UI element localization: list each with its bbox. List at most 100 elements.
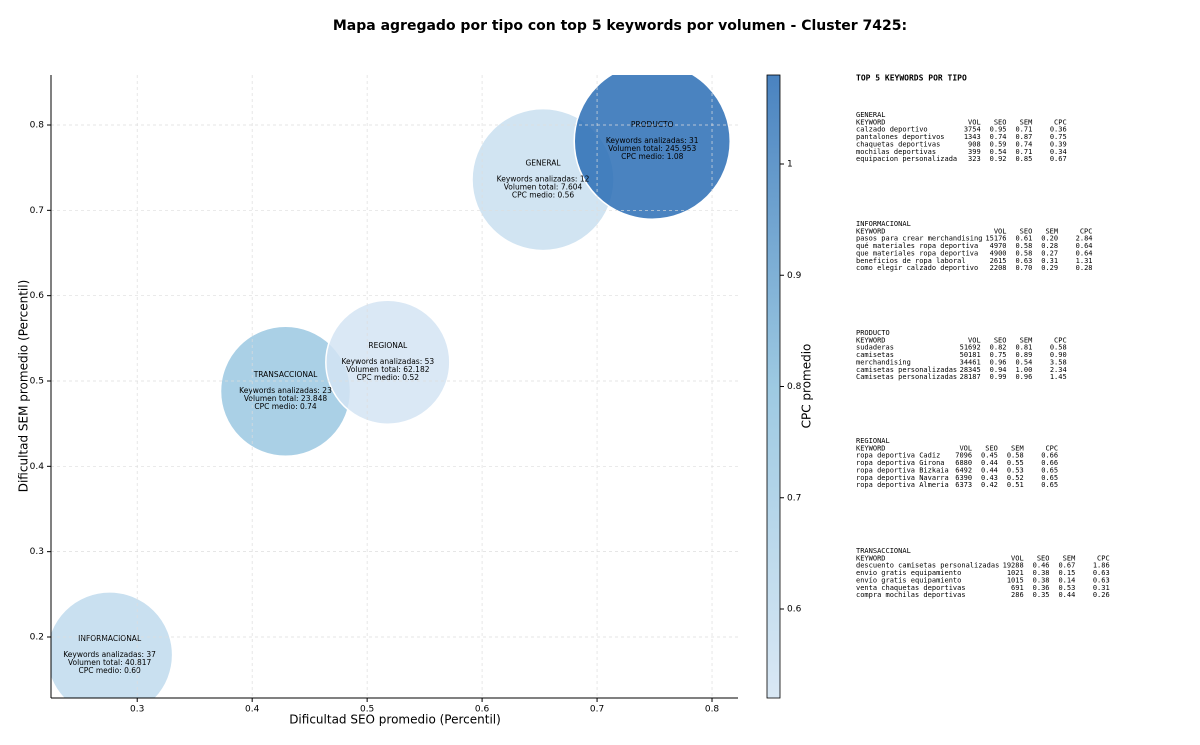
table-cell: 0.89 [1015, 351, 1032, 359]
bubble [325, 299, 451, 425]
table-cell: equipacion personalizada [856, 155, 957, 163]
table-cell: camisetas personalizadas [856, 366, 957, 374]
table-cell: 0.45 [981, 452, 998, 460]
table-cell: SEO [994, 118, 1007, 126]
table-cell: 0.58 [1015, 249, 1032, 257]
bubble-annotation: Keywords analizadas: 23 [239, 386, 332, 395]
bubble-annotation: Keywords analizadas: 53 [341, 357, 434, 366]
colorbar-tick-label: 0.6 [787, 605, 802, 615]
table-cell: SEO [1037, 554, 1050, 562]
table-group-name: INFORMACIONAL [856, 220, 911, 228]
table-cell: 34461 [960, 358, 981, 366]
table-cell: 0.65 [1041, 474, 1058, 482]
colorbar-tick-label: 0.9 [787, 271, 802, 281]
table-cell: 0.52 [1007, 474, 1024, 482]
table-cell: mochilas deportivas [856, 148, 936, 156]
x-axis-label: Dificultad SEO promedio (Percentil) [289, 713, 501, 727]
table-cell: 0.99 [990, 373, 1007, 381]
table-cell: VOL [959, 444, 972, 452]
table-cell: KEYWORD [856, 118, 886, 126]
table-cell: 1.00 [1015, 366, 1032, 374]
table-cell: 0.94 [990, 366, 1007, 374]
bubble-label: REGIONAL [368, 341, 408, 350]
table-cell: 0.36 [1033, 584, 1050, 592]
table-cell: 6492 [955, 466, 972, 474]
table-cell: 0.70 [1015, 264, 1032, 272]
table-cell: SEO [985, 444, 998, 452]
table-cell: 0.44 [981, 459, 998, 467]
table-cell: 323 [968, 155, 981, 163]
table-cell: 0.71 [1015, 148, 1032, 156]
table-cell: 0.43 [981, 474, 998, 482]
table-cell: 3754 [964, 126, 981, 134]
table-cell: 0.28 [1041, 242, 1058, 250]
table-cell: 0.46 [1033, 562, 1050, 570]
bubble-annotation: Volumen total: 23.848 [244, 394, 328, 403]
table-cell: 2.34 [1050, 366, 1067, 374]
table-cell: 3.58 [1050, 358, 1067, 366]
table-cell: 0.75 [1050, 133, 1067, 141]
table-cell: 0.65 [1041, 481, 1058, 489]
table-cell: 6880 [955, 459, 972, 467]
table-cell: 0.34 [1050, 148, 1067, 156]
bubble-label: GENERAL [525, 159, 561, 168]
bubble-annotation: CPC medio: 0.74 [254, 402, 317, 411]
table-cell: pasos para crear merchandising [856, 235, 982, 243]
table-cell: 0.64 [1076, 249, 1093, 257]
bubble-label: INFORMACIONAL [78, 634, 142, 643]
y-tick-label: 0.8 [30, 121, 45, 131]
table-cell: 0.90 [1050, 351, 1067, 359]
table-cell: 0.58 [1007, 452, 1024, 460]
bubble-annotation: CPC medio: 0.60 [78, 666, 141, 675]
table-cell: 51692 [960, 344, 981, 352]
x-tick-label: 0.4 [245, 705, 260, 715]
table-cell: 2.84 [1076, 235, 1093, 243]
table-cell: 399 [968, 148, 981, 156]
table-cell: 28187 [960, 373, 981, 381]
table-cell: 0.64 [1076, 242, 1093, 250]
table-cell: 1.31 [1076, 257, 1093, 265]
table-cell: SEM [1020, 118, 1033, 126]
table-cell: 691 [1011, 584, 1024, 592]
table-cell: 0.51 [1007, 481, 1024, 489]
colorbar [766, 74, 781, 699]
table-cell: CPC [1097, 554, 1110, 562]
table-cell: 0.82 [990, 344, 1007, 352]
table-cell: qué materiales ropa deportiva [856, 242, 978, 250]
table-cell: Camisetas personalizadas [856, 373, 957, 381]
table-cell: SEM [1011, 444, 1024, 452]
table-group-name: PRODUCTO [856, 329, 890, 337]
table-cell: 1343 [964, 133, 981, 141]
table-cell: 0.63 [1015, 257, 1032, 265]
bubble-annotation: Volumen total: 245.953 [608, 144, 696, 153]
table-cell: 0.27 [1041, 249, 1058, 257]
table-cell: 6390 [955, 474, 972, 482]
table-cell: venta chaquetas deportivas [856, 584, 966, 592]
table-cell: 0.38 [1033, 576, 1050, 584]
table-cell: 0.63 [1093, 569, 1110, 577]
table-cell: VOL [1011, 554, 1024, 562]
table-cell: 6373 [955, 481, 972, 489]
table-cell: KEYWORD [856, 444, 886, 452]
table-cell: 0.14 [1058, 576, 1075, 584]
x-tick-label: 0.7 [590, 705, 604, 715]
table-cell: envío gratis equipamiento [856, 576, 961, 584]
table-cell: 0.67 [1058, 562, 1075, 570]
table-cell: 0.96 [990, 358, 1007, 366]
table-cell: CPC [1054, 118, 1067, 126]
table-cell: 0.26 [1093, 591, 1110, 599]
y-tick-label: 0.5 [30, 376, 44, 386]
table-cell: 2208 [990, 264, 1007, 272]
table-cell: envio gratis equipamiento [856, 569, 961, 577]
table-cell: 28345 [960, 366, 981, 374]
table-cell: 0.44 [1058, 591, 1075, 599]
bubble-annotation: CPC medio: 0.56 [512, 191, 575, 200]
table-group-name: REGIONAL [856, 437, 890, 445]
table-cell: 0.66 [1041, 452, 1058, 460]
table-cell: ropa deportiva Almeria [856, 481, 949, 489]
table-cell: 0.28 [1076, 264, 1093, 272]
y-tick-label: 0.7 [30, 206, 44, 216]
bubble-annotation: CPC medio: 0.52 [357, 373, 420, 382]
x-tick-label: 0.6 [475, 705, 490, 715]
